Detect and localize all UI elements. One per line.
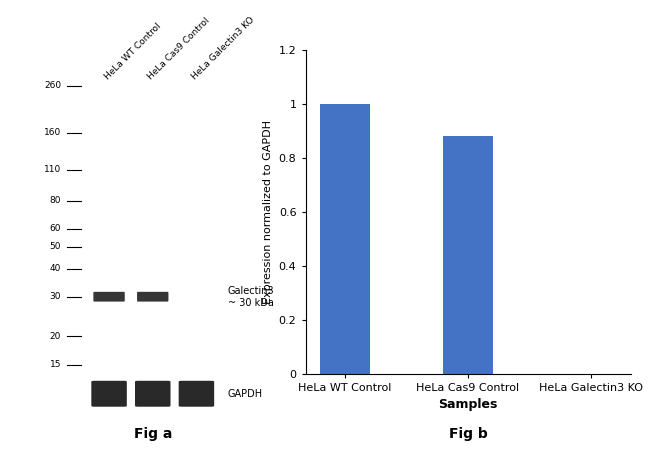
FancyBboxPatch shape xyxy=(91,381,127,407)
Text: 20: 20 xyxy=(49,332,61,341)
Text: 110: 110 xyxy=(44,165,61,174)
Text: Galectin3
~ 30 kDa: Galectin3 ~ 30 kDa xyxy=(227,286,274,307)
Text: HeLa WT Control: HeLa WT Control xyxy=(103,22,162,82)
Bar xyxy=(320,104,369,374)
Y-axis label: Expression normalized to GAPDH: Expression normalized to GAPDH xyxy=(263,120,273,303)
Bar xyxy=(443,136,493,374)
FancyBboxPatch shape xyxy=(135,381,170,407)
Text: Fig b: Fig b xyxy=(448,427,488,441)
Text: HeLa Galectin3 KO: HeLa Galectin3 KO xyxy=(190,16,256,82)
Text: 60: 60 xyxy=(49,225,61,234)
FancyBboxPatch shape xyxy=(137,292,168,302)
Text: 260: 260 xyxy=(44,81,61,90)
Text: GAPDH: GAPDH xyxy=(227,389,263,399)
Text: 15: 15 xyxy=(49,360,61,369)
FancyBboxPatch shape xyxy=(179,381,215,407)
Text: 160: 160 xyxy=(44,129,61,138)
Text: Fig a: Fig a xyxy=(133,427,172,441)
Text: 50: 50 xyxy=(49,242,61,251)
Text: 80: 80 xyxy=(49,196,61,205)
Text: HeLa Cas9 Control: HeLa Cas9 Control xyxy=(146,16,212,82)
Text: 40: 40 xyxy=(49,264,61,273)
X-axis label: Samples: Samples xyxy=(438,398,498,411)
FancyBboxPatch shape xyxy=(94,292,125,302)
Text: 30: 30 xyxy=(49,292,61,301)
